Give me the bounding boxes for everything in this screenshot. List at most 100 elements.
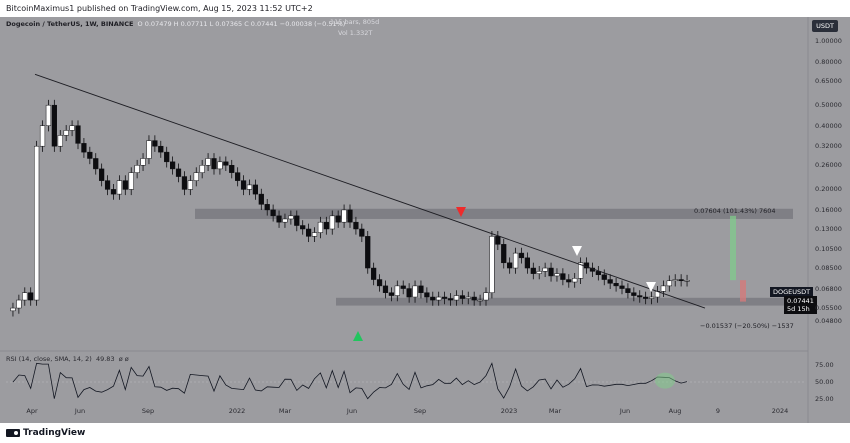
time-tick-label: 2023 (500, 407, 518, 415)
candle-body (625, 288, 631, 293)
candle-body (465, 296, 471, 299)
tradingview-logo-text: TradingView (23, 428, 86, 438)
candle-body (518, 252, 525, 259)
rsi-highlight (655, 372, 675, 389)
chart-canvas[interactable] (0, 17, 850, 423)
candle-body (205, 158, 211, 166)
candle-body (560, 273, 566, 280)
candle-body (388, 292, 394, 296)
candle-body (341, 209, 347, 223)
candle-body (51, 104, 57, 147)
candle-body (530, 267, 536, 274)
candle-body (193, 172, 199, 181)
price-tick-label: 0.32000 (815, 142, 842, 151)
price-tick-label: 0.08500 (815, 264, 842, 273)
candle-body (45, 104, 52, 126)
price-tick-label: 0.40000 (815, 121, 842, 130)
price-tick-label: 0.16000 (815, 205, 842, 214)
candle-body (648, 296, 655, 299)
candle-body (382, 285, 389, 293)
candle-body (660, 285, 666, 292)
last-price-value-tag: 0.07441 5d 15h (784, 296, 817, 314)
price-tick-label: 0.80000 (815, 57, 842, 66)
candle-body (619, 285, 625, 289)
candle-body (39, 125, 46, 147)
time-tick-label: Jun (619, 407, 631, 415)
candle-body (175, 168, 182, 177)
price-tick-label: 0.06800 (815, 284, 842, 293)
candle-body (294, 215, 300, 226)
candle-body (264, 204, 270, 211)
candle-body (453, 295, 460, 301)
candle-body (365, 236, 371, 269)
candle-body (353, 221, 359, 230)
currency-badge[interactable]: USDT (812, 20, 838, 32)
candle-body (572, 278, 578, 283)
rsi-tick-label: 25.00 (815, 394, 834, 403)
candle-body (637, 295, 643, 298)
candle-body (75, 125, 81, 144)
candle-body (110, 189, 117, 195)
candle-body (282, 218, 288, 223)
candle-body (57, 135, 63, 147)
price-chart[interactable]: Dogecoin / TetherUS, 1W, BINANCE O 0.074… (0, 17, 850, 423)
price-tick-label: 0.10500 (815, 244, 842, 253)
tradingview-logo-icon (6, 429, 20, 437)
bars-note: 115 bars, 805d (330, 18, 380, 26)
candle-body (116, 180, 122, 195)
candle-body (211, 158, 217, 170)
rsi-tick-label: 50.00 (815, 378, 834, 386)
candle-body (477, 299, 483, 302)
candle-body (418, 285, 424, 293)
price-tick-label: 0.65000 (815, 77, 842, 86)
candle-body (164, 151, 170, 163)
candle-body (28, 292, 34, 301)
candle-body (34, 145, 40, 301)
rsi-label: RSI (14, close, SMA, 14, 2) (6, 355, 92, 363)
candle-body (134, 165, 140, 173)
candle-body (666, 280, 672, 287)
candle-body (311, 232, 318, 237)
time-tick-label: 2022 (228, 407, 246, 415)
green-up-arrow (353, 331, 363, 341)
candle-body (323, 221, 329, 230)
candle-body (288, 215, 294, 220)
candle-body (300, 225, 306, 230)
candle-body (601, 274, 607, 280)
last-price-countdown: 5d 15h (787, 305, 810, 313)
time-tick-label: Mar (548, 407, 562, 415)
candle-body (229, 165, 235, 173)
candle-body (170, 161, 176, 170)
white-down-arrow (646, 282, 656, 292)
candle-body (146, 140, 152, 159)
time-tick-label: Apr (26, 407, 38, 415)
candle-body (371, 267, 377, 280)
candle-body (22, 292, 28, 301)
time-tick-label: Sep (141, 407, 155, 415)
candle-body (187, 180, 193, 190)
attribution-bar: BitcoinMaximus1 published on TradingView… (0, 0, 850, 17)
candle-body (270, 209, 276, 217)
candle-body (436, 296, 442, 301)
rsi-tick-label: 75.00 (815, 361, 834, 370)
upside-target-box (730, 215, 736, 281)
candle-body (10, 307, 16, 312)
candle-body (104, 180, 111, 190)
candle-body (276, 215, 282, 223)
candle-body (128, 172, 134, 190)
support-zone (336, 297, 793, 306)
time-tick-label: Sep (413, 407, 427, 415)
candle-body (199, 165, 205, 173)
time-tick-label: Aug (668, 407, 682, 415)
candle-body (548, 267, 554, 277)
attribution-text: BitcoinMaximus1 published on TradingView… (6, 4, 313, 13)
candle-body (335, 215, 341, 223)
candle-body (87, 151, 93, 159)
candle-body (93, 158, 99, 170)
white-down-arrow (572, 246, 582, 256)
candle-body (672, 279, 678, 282)
candle-body (240, 180, 247, 190)
candle-body (306, 228, 312, 237)
time-tick-label: 2024 (771, 407, 789, 415)
candle-body (430, 296, 436, 301)
